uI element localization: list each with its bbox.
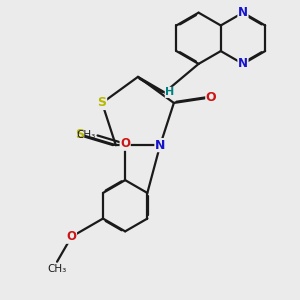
- Text: S: S: [98, 96, 106, 110]
- Text: O: O: [67, 230, 76, 243]
- Text: N: N: [238, 57, 248, 70]
- Text: O: O: [206, 91, 217, 104]
- Text: CH₃: CH₃: [76, 130, 95, 140]
- Text: N: N: [155, 139, 165, 152]
- Text: H: H: [165, 87, 175, 98]
- Text: S: S: [75, 128, 84, 141]
- Text: CH₃: CH₃: [47, 264, 67, 274]
- Text: N: N: [238, 6, 248, 19]
- Text: O: O: [120, 137, 130, 150]
